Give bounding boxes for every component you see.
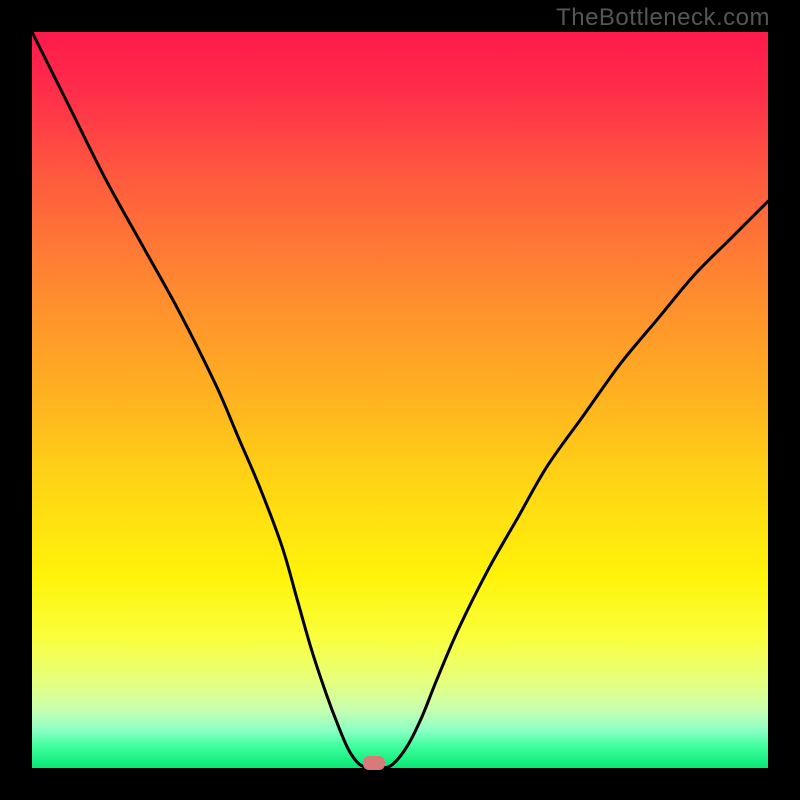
bottleneck-curve	[32, 32, 768, 768]
plot-area	[32, 32, 768, 768]
minimum-marker	[363, 756, 385, 770]
curve-path	[32, 32, 768, 768]
chart-frame: TheBottleneck.com	[0, 0, 800, 800]
watermark-text: TheBottleneck.com	[556, 4, 770, 32]
